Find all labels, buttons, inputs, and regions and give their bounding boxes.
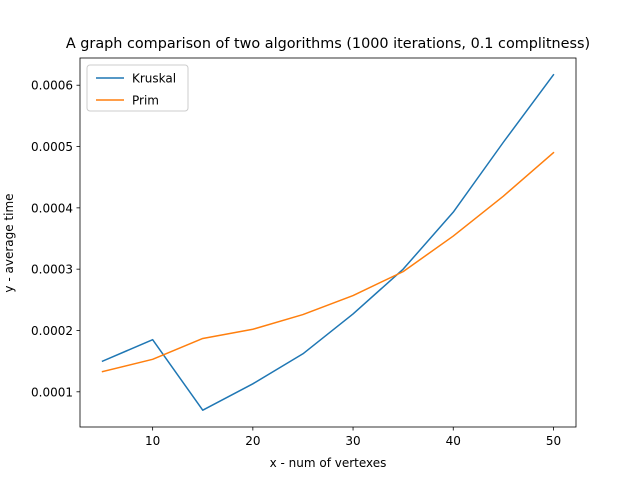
x-tick-label: 10 [145, 434, 160, 448]
plot-area: 10 20 30 40 50 0.0001 0.0002 0.0003 0.0004 0.0005… [31, 57, 577, 448]
y-tick-label: 0.0004 [31, 201, 73, 215]
y-tick-label: 0.0002 [31, 324, 73, 338]
legend: Kruskal Prim [86, 64, 189, 112]
x-tick-label: 20 [245, 434, 260, 448]
y-tick-label: 0.0006 [31, 79, 73, 93]
y-tick-label: 0.0005 [31, 140, 73, 154]
legend-label-prim: Prim [132, 94, 159, 108]
x-tick-label: 50 [546, 434, 561, 448]
axes-frame [79, 57, 577, 428]
x-tick-label: 40 [446, 434, 461, 448]
y-tick-label: 0.0001 [31, 385, 73, 399]
y-axis-label: y - average time [2, 193, 16, 292]
series-line-prim [101, 151, 555, 373]
x-tick-label: 30 [345, 434, 360, 448]
chart-title: A graph comparison of two algorithms (10… [66, 36, 590, 52]
series-line-kruskal [101, 73, 555, 411]
x-axis-label: x - num of vertexes [270, 456, 387, 470]
legend-label-kruskal: Kruskal [132, 72, 176, 86]
y-tick-label: 0.0003 [31, 263, 73, 277]
